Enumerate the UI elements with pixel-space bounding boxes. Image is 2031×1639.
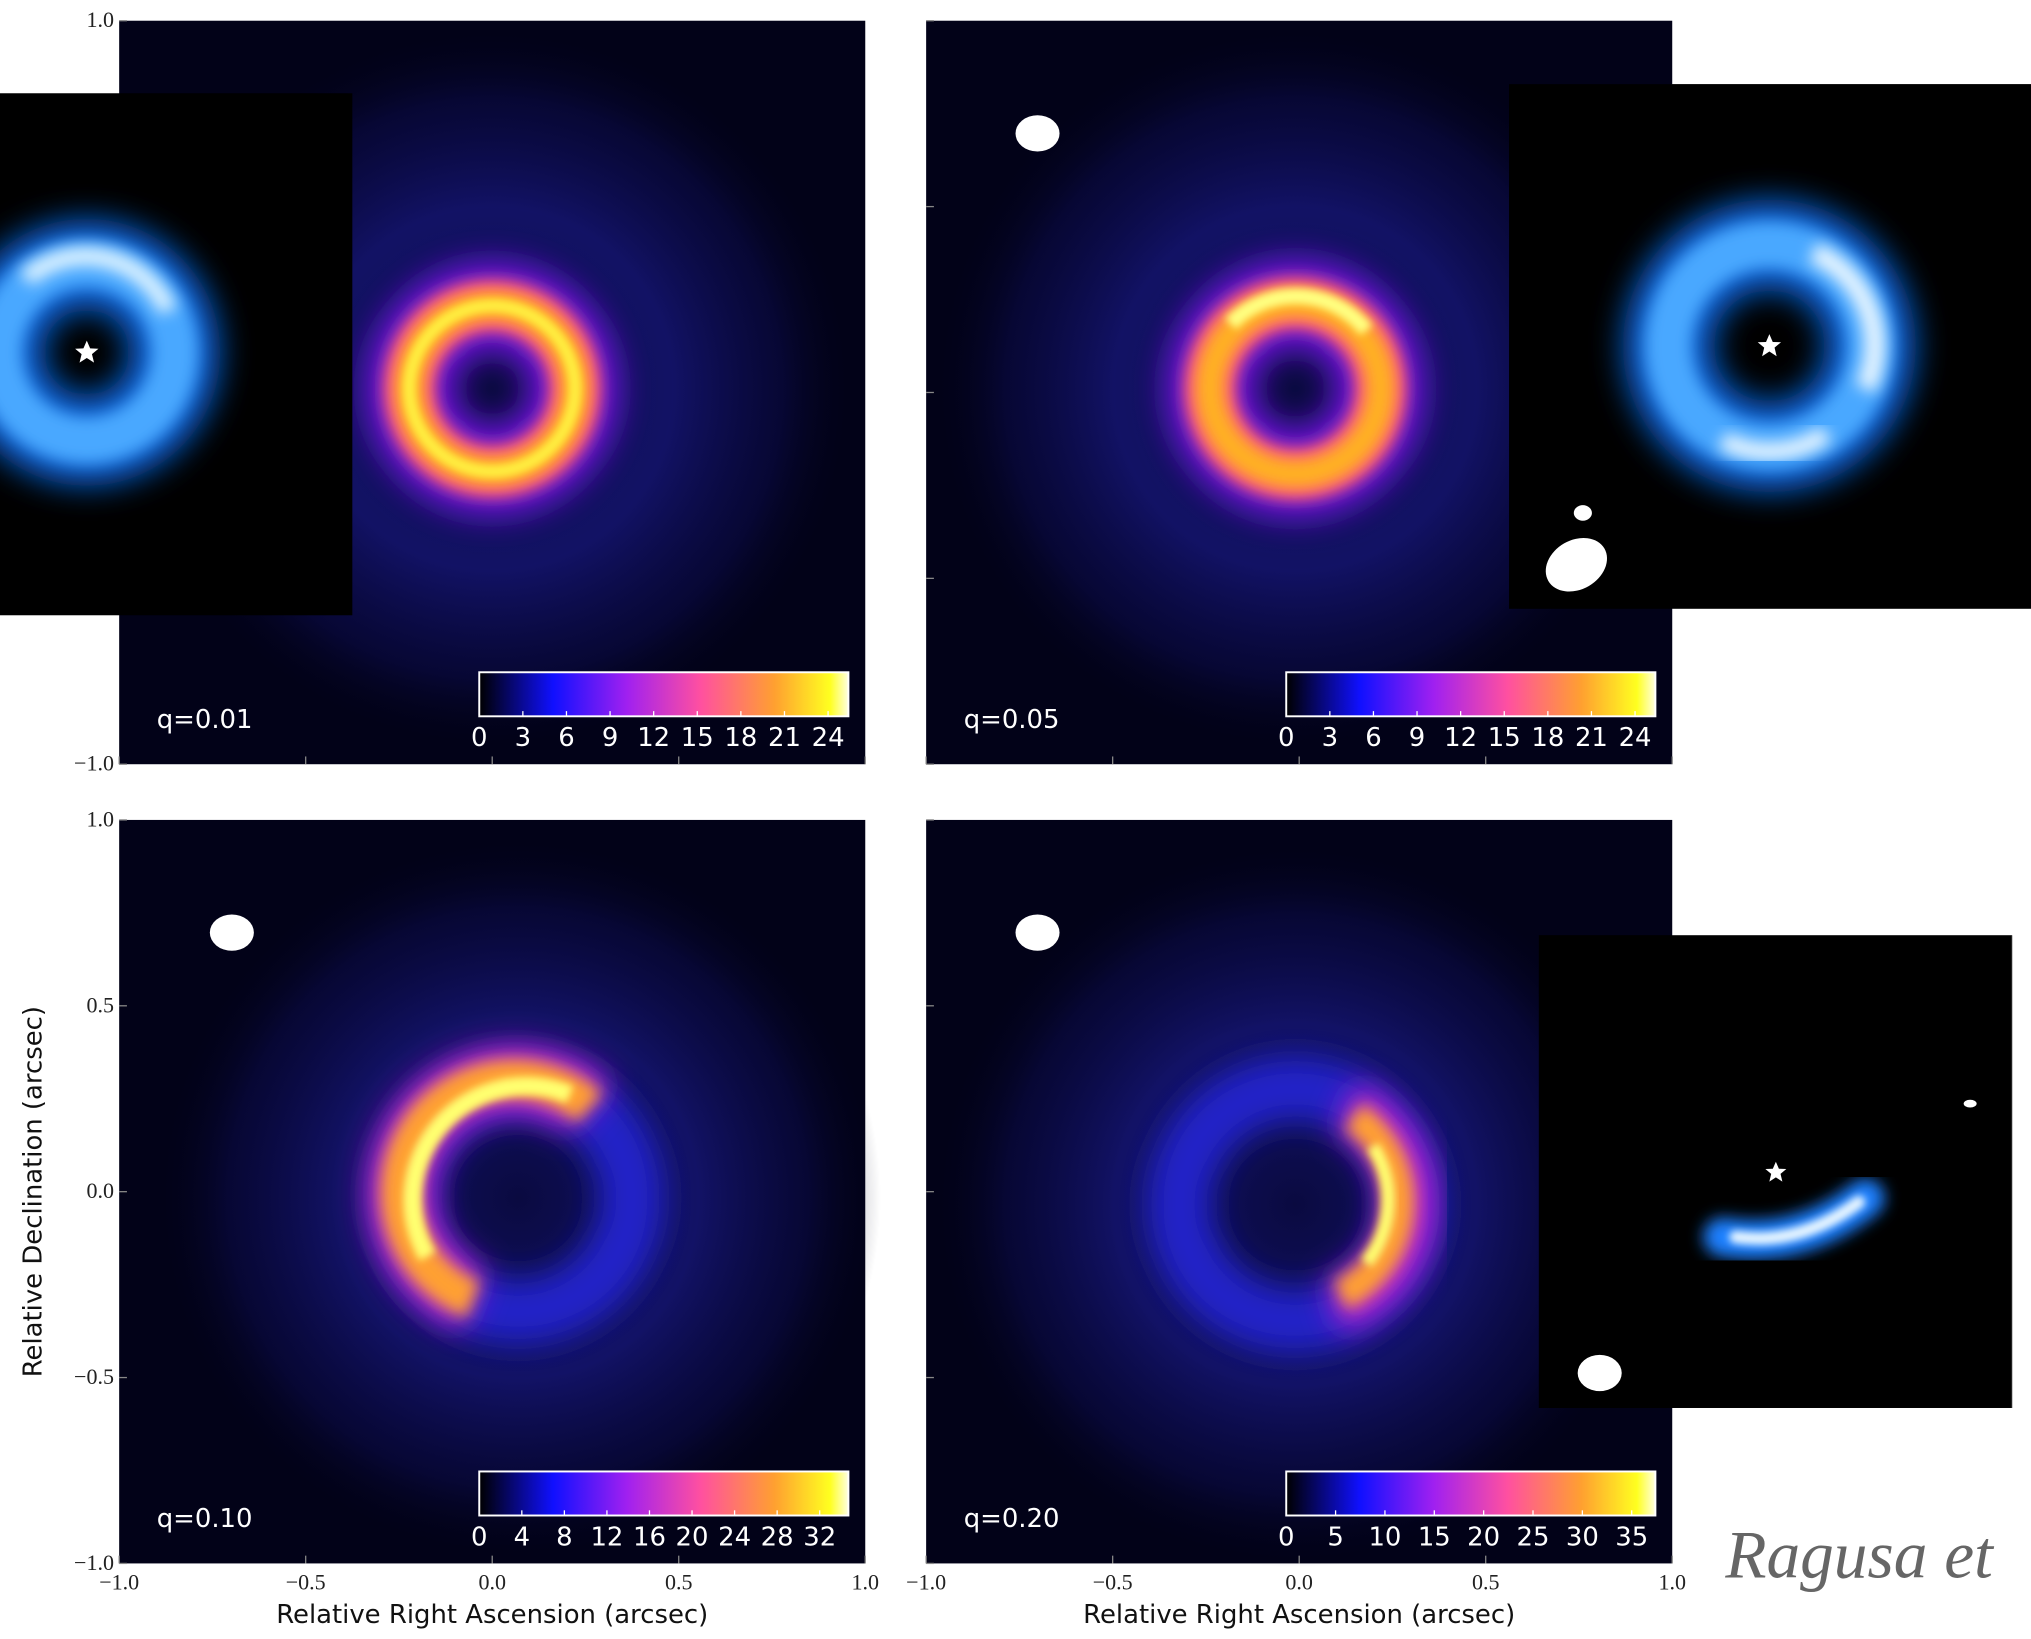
y-tick-label: 0.0 <box>86 1178 114 1203</box>
colorbar-tick-label: 6 <box>1365 723 1381 753</box>
colorbar <box>479 672 848 716</box>
colorbar-tick-label: 9 <box>602 723 618 753</box>
colorbar-tick-label: 0 <box>1278 1522 1294 1552</box>
colorbar-tick-label: 12 <box>637 723 670 753</box>
caption: Ragusa et <box>1724 1518 1995 1593</box>
colorbar-tick-label: 21 <box>768 723 801 753</box>
x-tick-label: −1.0 <box>906 1569 946 1594</box>
colorbar-tick-label: 28 <box>761 1522 794 1552</box>
panel-label: q=0.20 <box>964 1504 1060 1534</box>
x-tick-label: −1.0 <box>99 1569 139 1594</box>
panel-label: q=0.10 <box>157 1504 253 1534</box>
panel-image <box>119 820 881 1564</box>
y-tick-label: −1.0 <box>74 751 114 776</box>
colorbar-tick-label: 12 <box>590 1522 623 1552</box>
colorbar-tick-label: 0 <box>471 1522 487 1552</box>
colorbar-tick-label: 20 <box>1467 1522 1500 1552</box>
x-tick-label: 1.0 <box>851 1569 879 1594</box>
colorbar-tick-label: 0 <box>471 723 487 753</box>
colorbar-tick-label: 24 <box>1619 723 1652 753</box>
panel-label: q=0.01 <box>157 705 253 735</box>
colorbar-tick-label: 35 <box>1615 1522 1648 1552</box>
colorbar-tick-label: 10 <box>1368 1522 1401 1552</box>
figure-content: −1.0−0.50.00.51.0q=0.0103691215182124q=0… <box>0 7 2031 1630</box>
x-axis-label: Relative Right Ascension (arcsec) <box>1083 1600 1515 1630</box>
colorbar-tick-label: 24 <box>718 1522 751 1552</box>
colorbar-tick-label: 5 <box>1327 1522 1343 1552</box>
x-tick-label: 0.5 <box>665 1569 693 1594</box>
colorbar-tick-label: 6 <box>558 723 574 753</box>
colorbar-tick-label: 18 <box>724 723 757 753</box>
colorbar-tick-label: 18 <box>1531 723 1564 753</box>
inset-image <box>0 93 352 615</box>
colorbar-tick-label: 21 <box>1575 723 1608 753</box>
colorbar-tick-label: 4 <box>514 1522 530 1552</box>
colorbar-tick-label: 24 <box>812 723 845 753</box>
colorbar-tick-label: 9 <box>1409 723 1425 753</box>
y-tick-label: 1.0 <box>86 7 114 32</box>
page: −1.0−0.50.00.51.0q=0.0103691215182124q=0… <box>0 0 2031 1639</box>
colorbar-tick-label: 3 <box>1322 723 1338 753</box>
x-axis-label: Relative Right Ascension (arcsec) <box>276 1600 708 1630</box>
colorbar <box>1286 1471 1655 1515</box>
colorbar-tick-label: 20 <box>676 1522 709 1552</box>
colorbar-tick-label: 15 <box>1418 1522 1451 1552</box>
colorbar-tick-label: 16 <box>633 1522 666 1552</box>
colorbar-tick-label: 12 <box>1444 723 1477 753</box>
colorbar-tick-label: 25 <box>1517 1522 1550 1552</box>
colorbar-tick-label: 30 <box>1566 1522 1599 1552</box>
x-tick-label: −0.5 <box>286 1569 326 1594</box>
colorbar-tick-label: 32 <box>803 1522 836 1552</box>
figure: −1.0−0.50.00.51.0q=0.0103691215182124q=0… <box>0 0 2031 1639</box>
y-axis-label: Relative Declination (arcsec) <box>18 1006 48 1377</box>
x-tick-label: 0.0 <box>478 1569 506 1594</box>
x-tick-label: −0.5 <box>1093 1569 1133 1594</box>
colorbar-tick-label: 3 <box>515 723 531 753</box>
colorbar-tick-label: 8 <box>556 1522 572 1552</box>
x-tick-label: 0.0 <box>1285 1569 1313 1594</box>
colorbar-tick-label: 0 <box>1278 723 1294 753</box>
colorbar <box>1286 672 1655 716</box>
y-tick-label: 0.5 <box>86 992 114 1017</box>
x-tick-label: 1.0 <box>1658 1569 1686 1594</box>
inset-image <box>1539 935 2012 1408</box>
y-tick-label: 1.0 <box>86 806 114 831</box>
x-tick-label: 0.5 <box>1472 1569 1500 1594</box>
colorbar-tick-label: 15 <box>681 723 714 753</box>
y-tick-label: −0.5 <box>74 1364 114 1389</box>
colorbar <box>479 1471 848 1515</box>
colorbar-tick-label: 15 <box>1488 723 1521 753</box>
inset-image <box>1509 84 2031 609</box>
panel-label: q=0.05 <box>964 705 1060 735</box>
